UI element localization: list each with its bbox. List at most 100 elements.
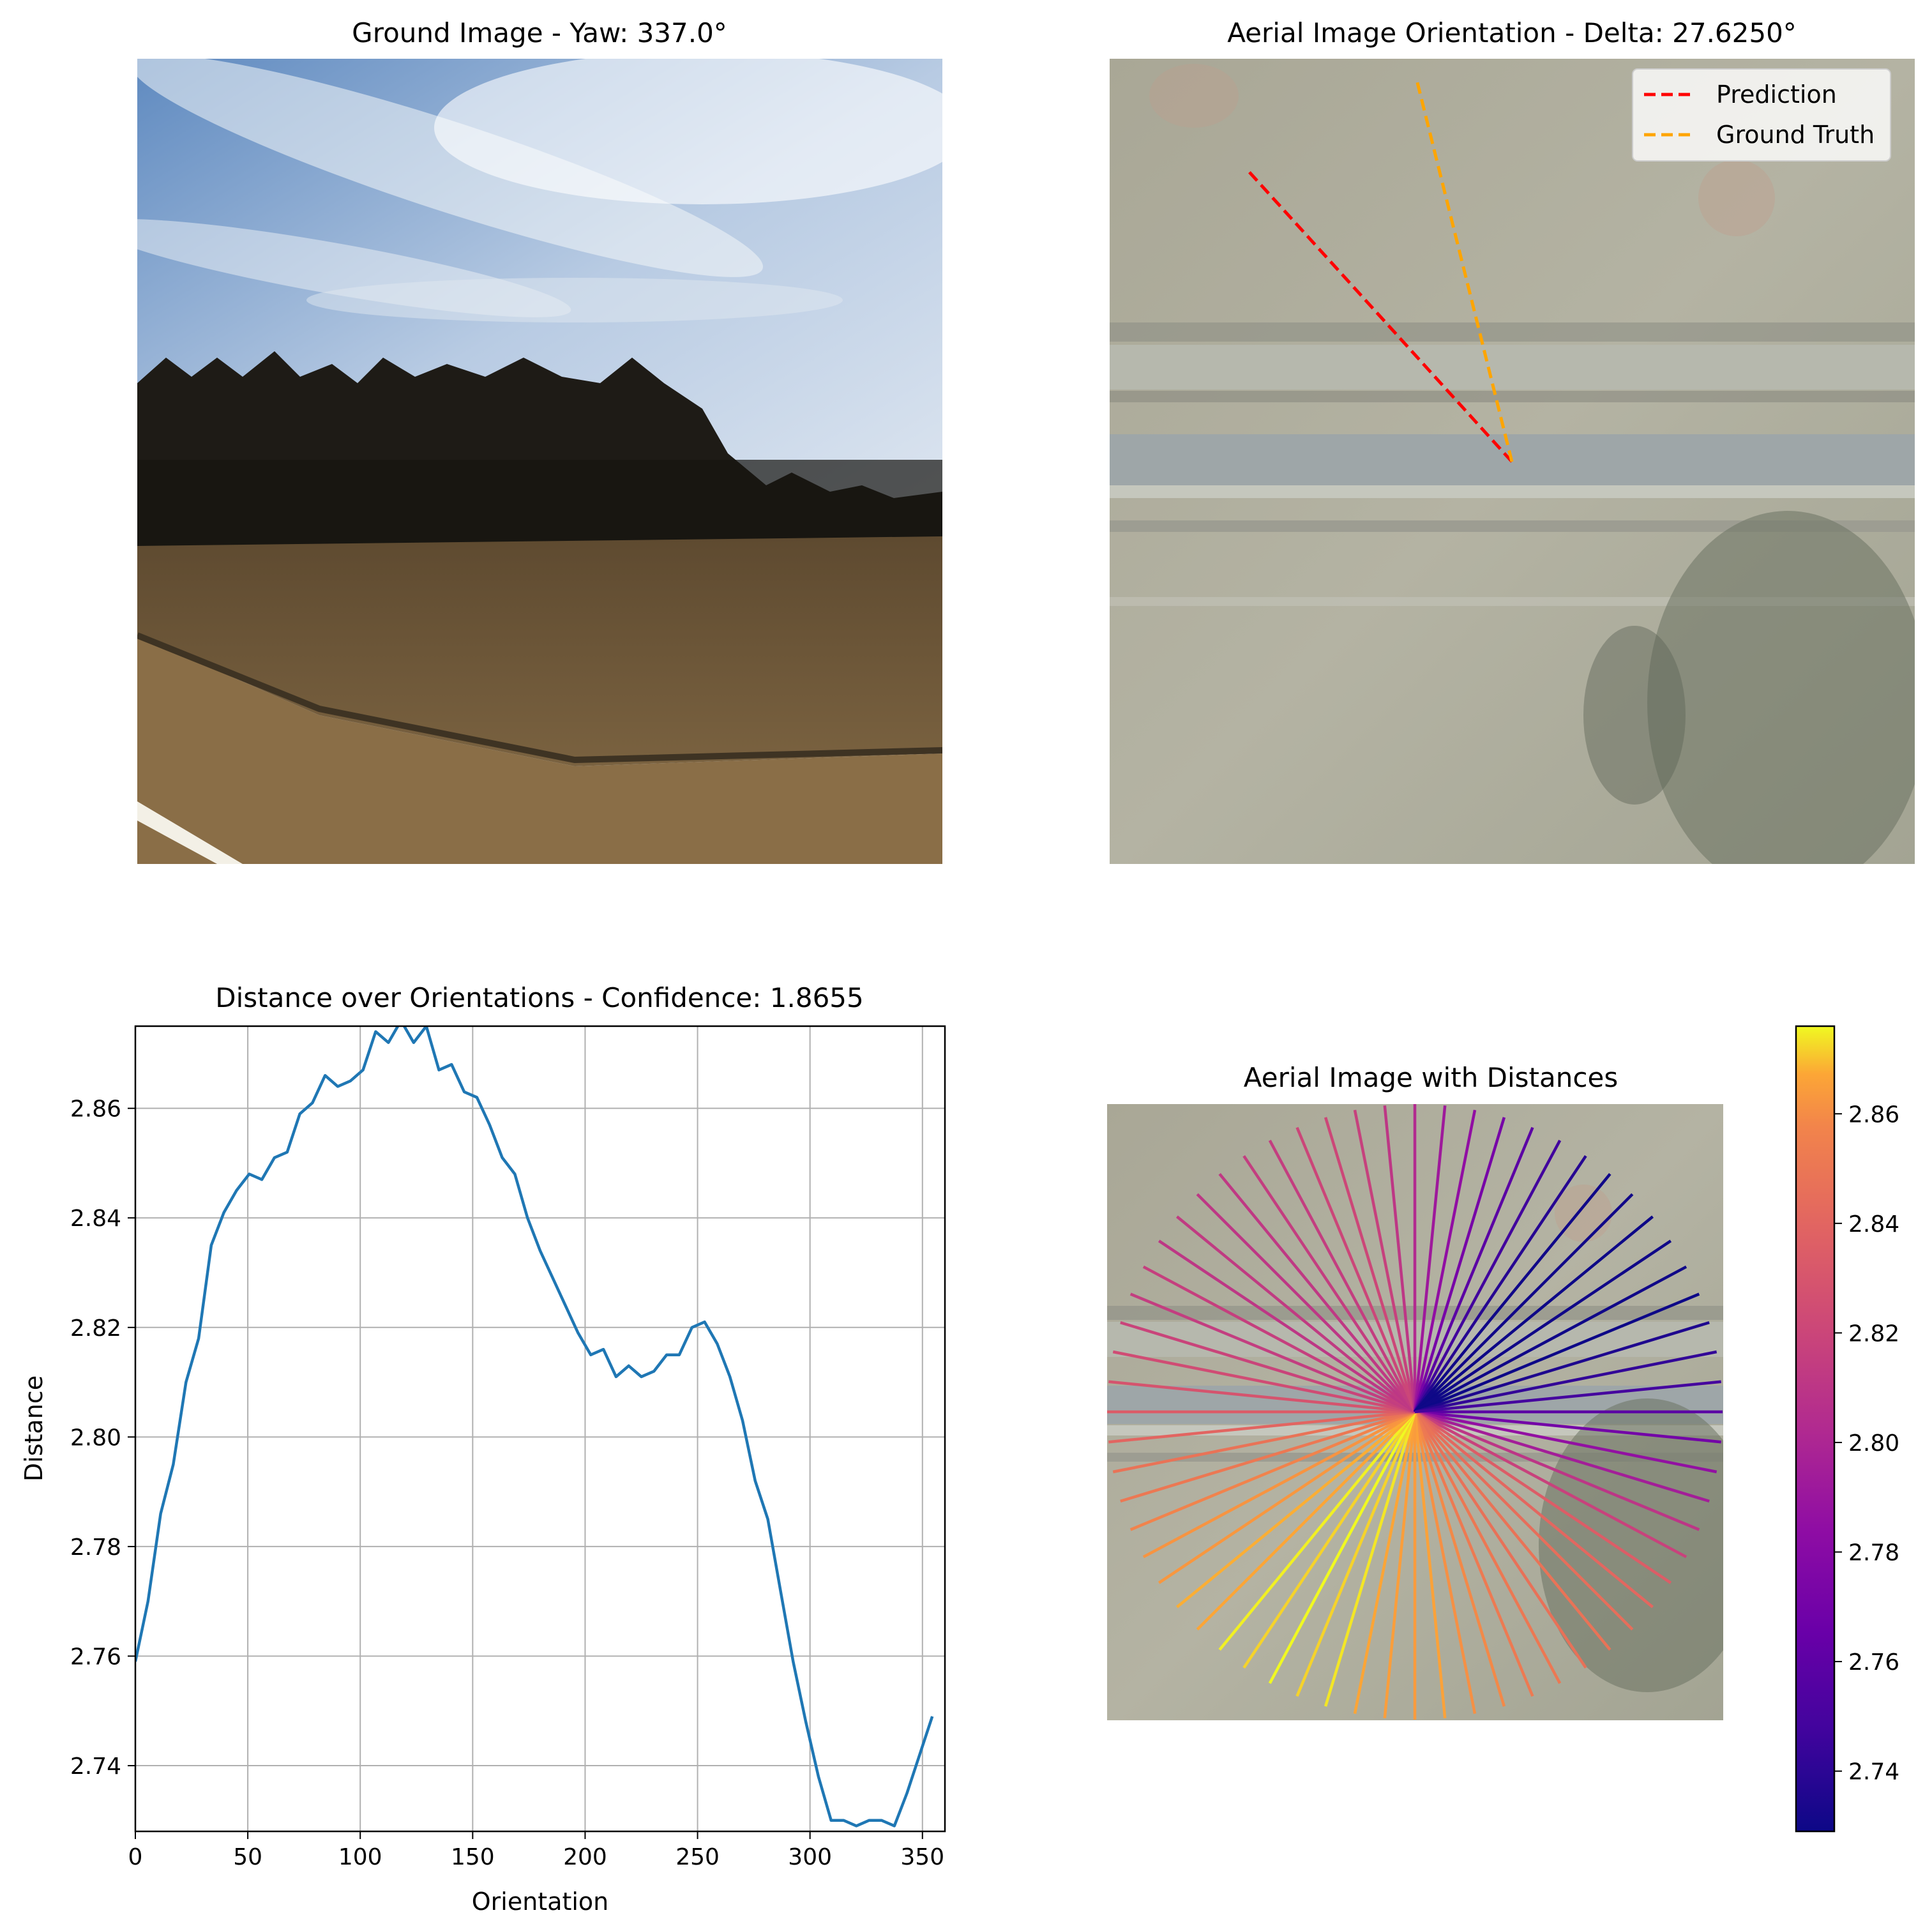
y-tick-label: 2.78 [70, 1534, 121, 1561]
distance-ray [1242, 1155, 1416, 1413]
x-tick-label: 300 [788, 1844, 832, 1870]
distance-ray [1414, 1193, 1634, 1413]
distance-ray [1120, 1321, 1415, 1414]
distance-ray [1295, 1126, 1417, 1412]
distance-ray [1142, 1411, 1416, 1559]
distance-ray [1414, 1411, 1672, 1584]
distance-ray [1414, 1155, 1587, 1413]
distance-ray [1414, 1411, 1654, 1609]
y-tick-label: 2.76 [70, 1644, 121, 1670]
x-tick-label: 150 [451, 1844, 495, 1870]
x-tick-label: 200 [563, 1844, 607, 1870]
y-axis-ticks: 2.74 2.76 2.78 2.80 2.82 2.84 2.86 [70, 1096, 135, 1780]
y-tick-label: 2.80 [70, 1425, 121, 1451]
distance-ray [1414, 1410, 1710, 1503]
x-axis-ticks: 0 50 100 150 200 250 300 350 [128, 1831, 944, 1870]
distance-ray [1218, 1172, 1416, 1413]
colorbar-ticks: 2.74 2.76 2.78 2.80 2.82 2.84 2.86 [1834, 1102, 1899, 1785]
colorbar-tick-label: 2.74 [1848, 1759, 1899, 1785]
aerial-distances-panel: Aerial Image with Distances 2.74 2.76 2.78… [1107, 1025, 1899, 1833]
distance-ray [1324, 1117, 1417, 1412]
distance-series-line [135, 1026, 934, 1828]
prediction-line [1244, 167, 1513, 463]
distance-ray [1218, 1411, 1416, 1651]
distance-ray [1353, 1109, 1417, 1412]
distance-ray [1129, 1292, 1415, 1414]
plot-frame [134, 1025, 946, 1833]
ground-image-title: Ground Image - Yaw: 337.0° [352, 17, 727, 49]
distance-ray [1129, 1410, 1415, 1531]
x-tick-label: 50 [233, 1844, 262, 1870]
distance-ray [1414, 1411, 1562, 1685]
colorbar-tick-label: 2.86 [1848, 1102, 1899, 1128]
x-tick-label: 0 [128, 1844, 143, 1870]
legend: Prediction Ground Truth [1632, 68, 1891, 162]
distance-ray [1414, 1292, 1700, 1414]
distance-ray [1413, 1411, 1447, 1718]
x-tick-label: 100 [338, 1844, 382, 1870]
colorbar-gradient [1795, 1025, 1836, 1833]
y-tick-label: 2.82 [70, 1315, 121, 1342]
distance-ray [1196, 1411, 1416, 1631]
aerial-orientation-title: Aerial Image Orientation - Delta: 27.625… [1227, 17, 1797, 49]
distance-chart-title: Distance over Orientations - Confidence:… [215, 982, 863, 1013]
legend-label-ground-truth: Ground Truth [1716, 121, 1875, 149]
distance-ray [1414, 1265, 1687, 1413]
distance-ray [1413, 1411, 1506, 1707]
distance-ray [1414, 1139, 1562, 1413]
distance-ray [1413, 1105, 1447, 1412]
distance-ray [1413, 1411, 1534, 1697]
distance-ray [1414, 1410, 1717, 1474]
distance-ray [1413, 1126, 1534, 1412]
distance-ray [1112, 1410, 1415, 1474]
distance-ray [1175, 1215, 1416, 1413]
colorbar-tick-label: 2.76 [1848, 1649, 1899, 1676]
y-tick-label: 2.84 [70, 1206, 121, 1232]
x-tick-label: 250 [675, 1844, 720, 1870]
y-axis-label: Distance [20, 1375, 48, 1481]
distance-rays [1107, 1104, 1723, 1720]
ground-panel: Ground Image - Yaw: 337.0° [137, 17, 942, 864]
distance-ray [1268, 1139, 1416, 1413]
distance-ray [1414, 1410, 1721, 1444]
distance-ray [1353, 1411, 1417, 1715]
distance-ray [1108, 1380, 1415, 1414]
aerial-distances-title: Aerial Image with Distances [1244, 1062, 1618, 1093]
ground-truth-line [1414, 77, 1514, 462]
distance-ray [1142, 1265, 1416, 1413]
distance-ray [1175, 1411, 1416, 1609]
distance-ray [1108, 1410, 1415, 1444]
distance-ray [1414, 1411, 1634, 1631]
x-axis-label: Orientation [472, 1888, 609, 1916]
distance-ray [1295, 1411, 1417, 1697]
distance-ray [1414, 1239, 1672, 1413]
distance-ray [1268, 1411, 1416, 1685]
distance-ray [1413, 1411, 1477, 1715]
x-tick-label: 350 [900, 1844, 944, 1870]
aerial-orientation-panel: Aerial Image Orientation - Delta: 27.625… [1110, 17, 1915, 864]
distance-ray [1414, 1411, 1687, 1559]
distance-ray [1414, 1172, 1611, 1413]
distance-ray [1383, 1105, 1417, 1412]
distance-ray [1414, 1215, 1654, 1413]
distance-ray [1383, 1411, 1417, 1718]
distance-ray [1414, 1410, 1700, 1531]
distance-ray [1158, 1239, 1416, 1413]
aerial-photo [1110, 59, 1915, 864]
distance-ray [1158, 1411, 1416, 1584]
colorbar-tick-label: 2.80 [1848, 1430, 1899, 1457]
grid [135, 1026, 945, 1831]
colorbar-tick-label: 2.82 [1848, 1321, 1899, 1347]
distance-ray [1413, 1117, 1506, 1412]
distance-ray [1196, 1193, 1416, 1413]
distance-ray [1112, 1350, 1415, 1414]
colorbar: 2.74 2.76 2.78 2.80 2.82 2.84 2.86 [1795, 1025, 1899, 1833]
distance-ray [1242, 1411, 1416, 1669]
colorbar-tick-label: 2.84 [1848, 1211, 1899, 1238]
distance-ray [1414, 1321, 1710, 1414]
distance-ray [1324, 1411, 1417, 1707]
colorbar-tick-label: 2.78 [1848, 1540, 1899, 1566]
distance-ray [1414, 1350, 1717, 1414]
distance-ray [1414, 1411, 1611, 1651]
